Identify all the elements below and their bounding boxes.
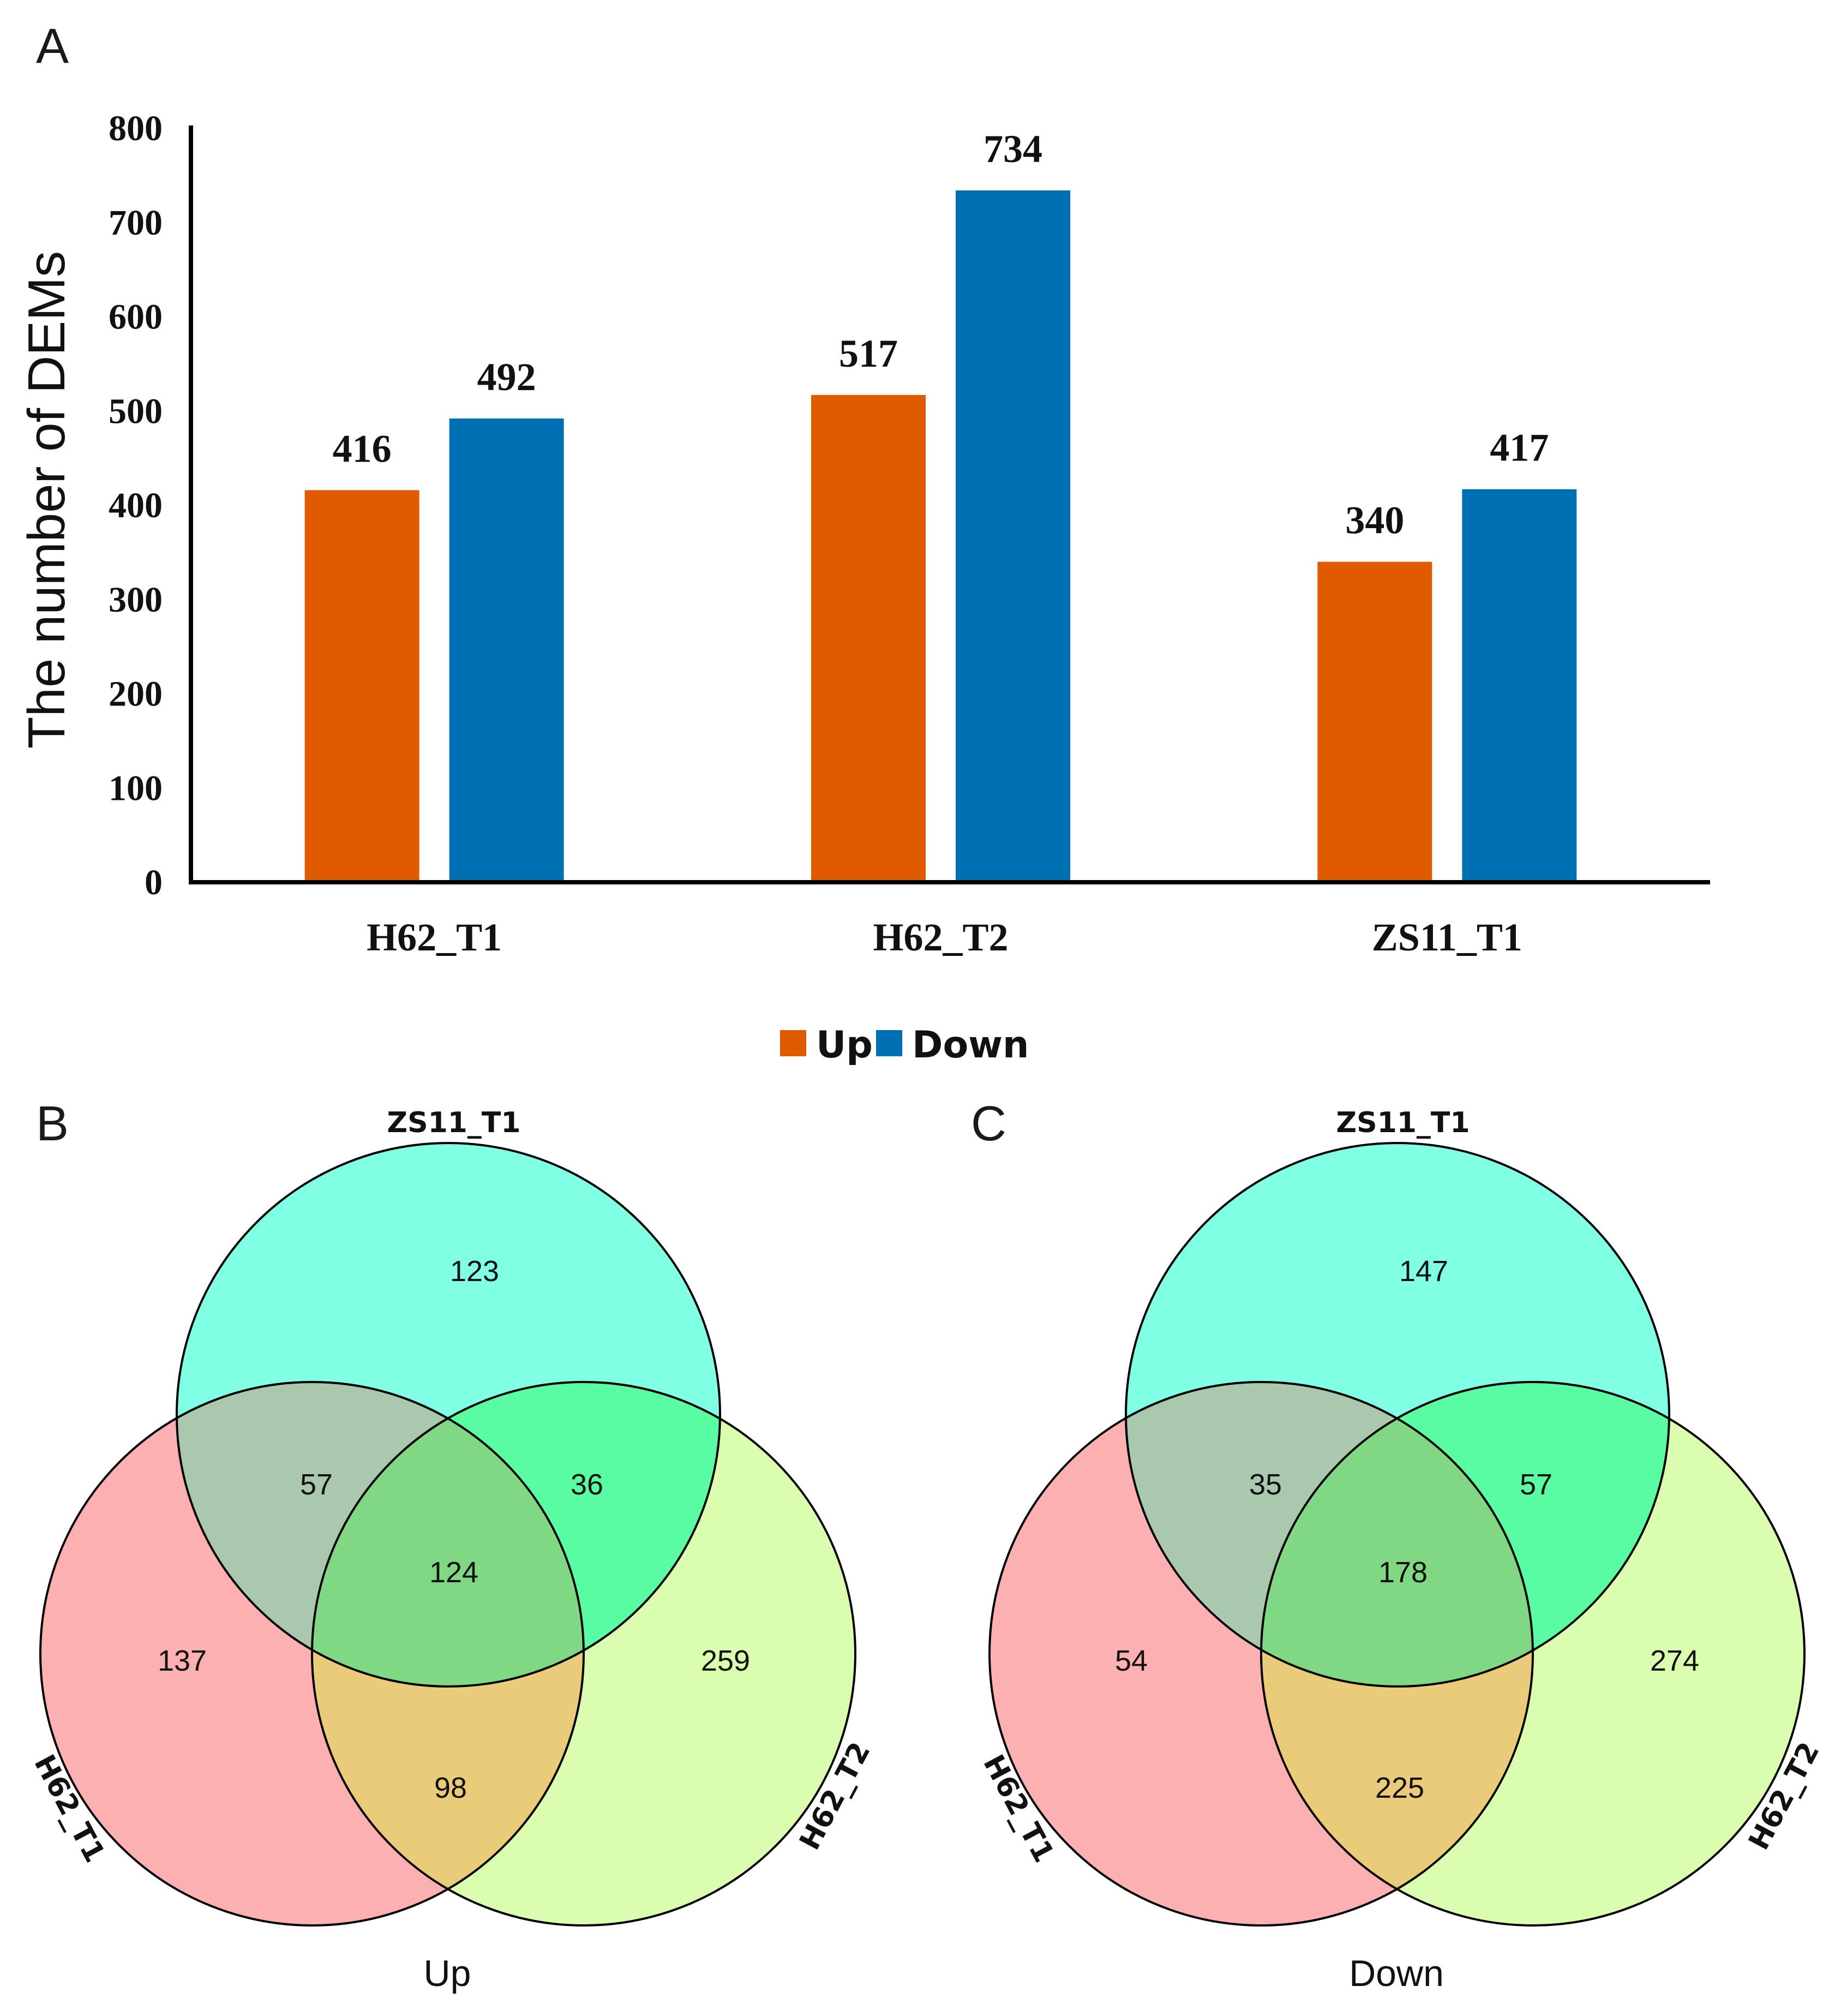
bar-value-label: 517 bbox=[839, 332, 898, 375]
panel-letter-a: A bbox=[36, 19, 69, 74]
venn-circle-outline bbox=[1125, 1142, 1670, 1688]
y-tick-label: 300 bbox=[109, 580, 163, 620]
panel-letter-b: B bbox=[36, 1097, 69, 1151]
y-tick-label: 500 bbox=[109, 391, 163, 431]
venn-count-zs11-t1-and-h62-t2: 36 bbox=[571, 1468, 603, 1501]
bar-up bbox=[304, 490, 419, 880]
bar-value-label: 417 bbox=[1490, 426, 1549, 470]
venn-circle-outline bbox=[39, 1381, 585, 1927]
legend-swatch-down bbox=[876, 1030, 902, 1056]
bar-down bbox=[956, 190, 1070, 880]
legend-label-up: Up bbox=[816, 1024, 873, 1067]
y-tick-label: 200 bbox=[109, 674, 163, 714]
venn-count-zs11-t1-only: 123 bbox=[450, 1255, 499, 1288]
bar-down bbox=[1462, 489, 1577, 880]
venn-overlap-all bbox=[312, 1382, 584, 1686]
x-category-label: H62_T2 bbox=[873, 916, 1008, 959]
y-tick-label: 100 bbox=[109, 768, 163, 808]
venn-overlap-all bbox=[1261, 1382, 1533, 1686]
venn-count-all-three: 178 bbox=[1378, 1556, 1428, 1589]
panel-letter-c: C bbox=[971, 1097, 1006, 1151]
y-tick-label: 0 bbox=[145, 863, 163, 902]
venn-title: Up bbox=[424, 1953, 471, 1994]
y-axis-title: The number of DEMs bbox=[17, 251, 76, 749]
venn-count-h62-t1-only: 54 bbox=[1115, 1644, 1148, 1677]
venn-circle-outline bbox=[1260, 1381, 1806, 1927]
venn-count-h62-t2-only: 274 bbox=[1650, 1644, 1699, 1677]
venn-region-fill bbox=[1261, 1382, 1533, 1686]
y-tick-label: 400 bbox=[109, 486, 163, 525]
bar-value-label: 416 bbox=[333, 427, 392, 470]
bar-value-label: 340 bbox=[1345, 499, 1404, 542]
venn-count-h62-t1-and-h62-t2: 98 bbox=[434, 1772, 467, 1804]
x-category-label: ZS11_T1 bbox=[1372, 916, 1522, 959]
x-category-label: H62_T1 bbox=[367, 916, 502, 959]
legend-swatch-up bbox=[780, 1030, 806, 1056]
venn-count-h62-t1-and-h62-t2: 225 bbox=[1375, 1772, 1424, 1804]
bar-up bbox=[811, 394, 926, 880]
venn-circle-outline bbox=[988, 1381, 1534, 1927]
venn-count-h62-t2-only: 259 bbox=[701, 1644, 750, 1677]
venn-circle-outline bbox=[311, 1381, 856, 1927]
venn-count-zs11-t1-and-h62-t1: 57 bbox=[300, 1468, 333, 1501]
venn-circle-outline bbox=[176, 1142, 721, 1688]
y-tick-label: 600 bbox=[109, 297, 163, 337]
y-tick-label: 700 bbox=[109, 203, 163, 243]
bar-value-label: 734 bbox=[984, 127, 1042, 171]
legend-label-down: Down bbox=[912, 1024, 1029, 1067]
y-tick-label: 800 bbox=[109, 109, 163, 148]
venn-region-fill bbox=[312, 1382, 584, 1686]
venn-count-zs11-t1-only: 147 bbox=[1399, 1255, 1448, 1288]
venn-set-label-zs11-t1: ZS11_T1 bbox=[1336, 1106, 1470, 1139]
venn-count-zs11-t1-and-h62-t1: 35 bbox=[1249, 1468, 1282, 1501]
bar-chart: 0 100 200 300 400 500 600 700 800 The number of D… bbox=[17, 109, 1710, 1067]
bar-value-label: 492 bbox=[477, 355, 536, 399]
venn-count-h62-t1-only: 137 bbox=[158, 1644, 207, 1677]
bar-down bbox=[449, 418, 564, 880]
venn-title: Down bbox=[1349, 1953, 1444, 1994]
venn-set-label-zs11-t1: ZS11_T1 bbox=[387, 1106, 520, 1139]
bar-up bbox=[1317, 561, 1432, 880]
venn-count-zs11-t1-and-h62-t2: 57 bbox=[1520, 1468, 1552, 1501]
venn-count-all-three: 124 bbox=[429, 1556, 478, 1589]
